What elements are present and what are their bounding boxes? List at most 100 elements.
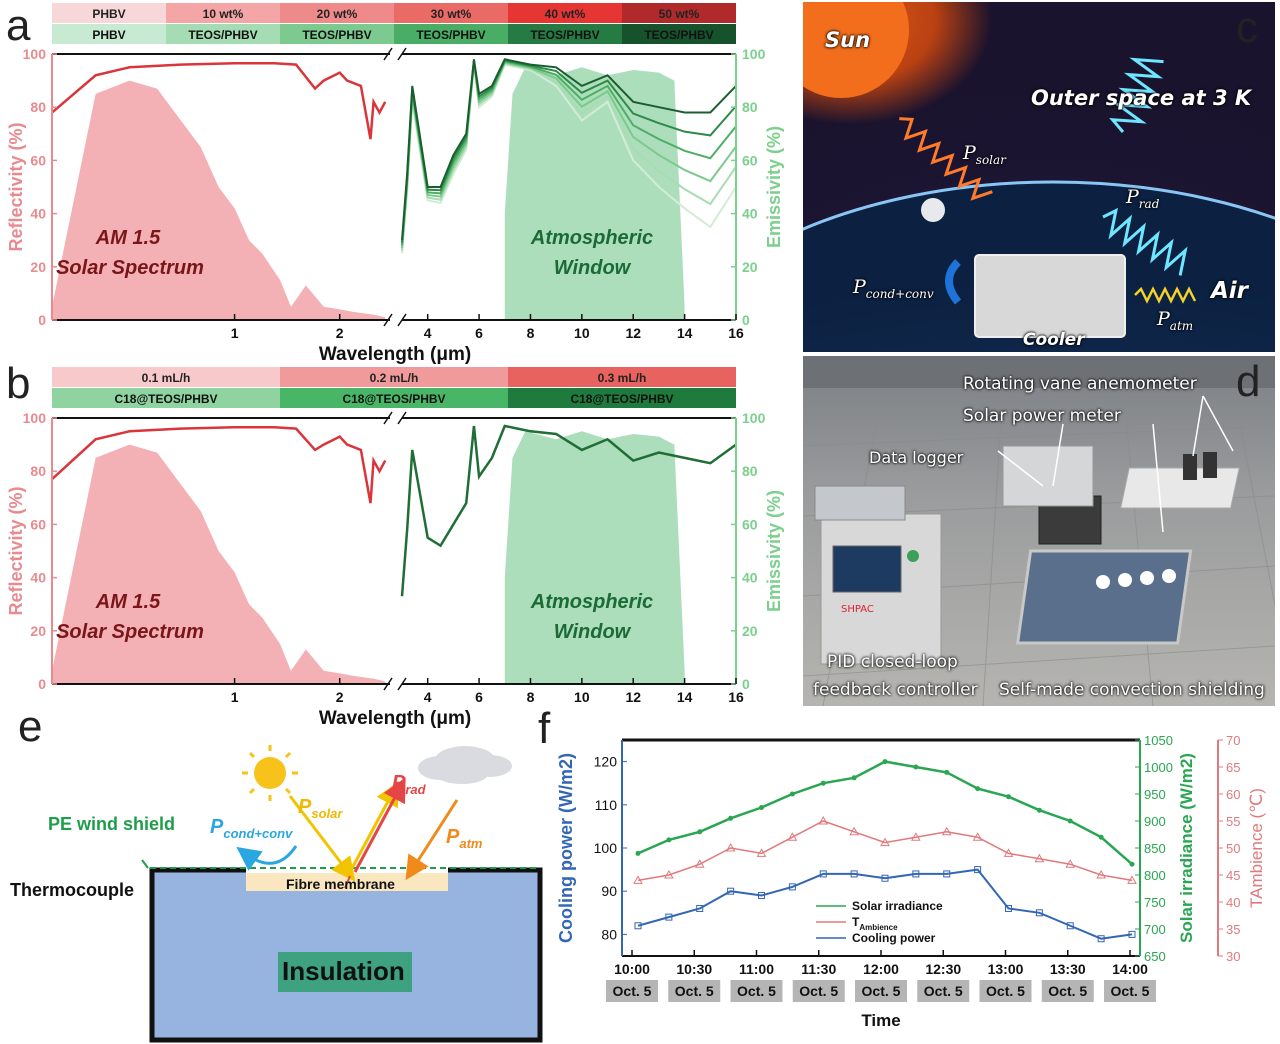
header-top-label: 0.1 mL/h — [142, 371, 191, 385]
axis-break-mark — [383, 313, 393, 327]
panel-label-b: b — [6, 359, 31, 408]
cooling-point — [788, 883, 796, 891]
xtick-label: 12 — [625, 689, 641, 705]
xtick-label: 1 — [231, 689, 239, 705]
ytick-left-label: 100 — [594, 840, 618, 856]
solar-point — [882, 759, 888, 765]
panel-e-diagram — [141, 745, 543, 1043]
am15-annotation: Solar Spectrum — [56, 621, 204, 643]
cooling-point — [634, 922, 642, 930]
window-annotation: Atmospheric — [530, 227, 653, 249]
ytick-mid-label: 1050 — [1144, 733, 1173, 748]
solar-point — [635, 850, 641, 856]
ytick-right-label: 70 — [1226, 733, 1240, 748]
sun-icon — [803, 2, 909, 98]
ytick-mid-label: 800 — [1144, 868, 1166, 883]
date-label: Oct. 5 — [675, 983, 714, 999]
ytick-right-label: 20 — [742, 259, 758, 275]
header-bottom-label: C18@TEOS/PHBV — [342, 392, 445, 406]
ambience-point — [1096, 869, 1106, 879]
ytick-left-label: 120 — [594, 754, 618, 770]
shielding-label: Self-made convection shielding — [999, 680, 1265, 700]
cloud-icon — [418, 746, 512, 784]
am15-annotation: AM 1.5 — [95, 227, 161, 249]
header-bottom-cell — [508, 388, 736, 408]
header-bottom-cell — [394, 24, 508, 44]
ytick-right-label: 65 — [1226, 760, 1240, 775]
e-p-rad-label: Prad — [392, 772, 426, 797]
ytick-left-label: 40 — [30, 570, 46, 586]
ambience-point — [1065, 859, 1076, 868]
xtick-label: 13:30 — [1050, 961, 1086, 977]
cooling-power-line — [637, 868, 1133, 940]
ytick-right-label: 0 — [742, 312, 750, 328]
date-label: Oct. 5 — [862, 983, 901, 999]
solar-point — [1006, 794, 1011, 800]
cooling-point — [974, 866, 982, 874]
ambience-point — [849, 826, 859, 836]
xtick-label: 13:00 — [988, 961, 1024, 977]
ambience-point — [880, 837, 890, 847]
ytick-right-label: 55 — [1226, 814, 1240, 829]
legend-label: Cooling power — [852, 931, 936, 945]
anemometer-device — [1183, 454, 1197, 480]
cooler-label: Cooler — [1023, 330, 1085, 350]
header-bottom-cell — [166, 24, 280, 44]
cooling-point — [1097, 935, 1105, 943]
data-logger-label: Data logger — [869, 448, 964, 467]
axis-break-mark — [383, 677, 393, 691]
ytick-left-label: 20 — [30, 623, 46, 639]
solar-point — [697, 829, 703, 835]
atmospheric-window-fill — [504, 431, 685, 684]
solar-point — [1036, 807, 1042, 813]
solar-point — [1067, 818, 1073, 824]
panel-label-e: e — [18, 702, 43, 751]
ytick-left-label: 80 — [601, 926, 617, 942]
cooling-point — [1128, 930, 1136, 938]
date-chip — [1041, 980, 1094, 1002]
solar-point — [820, 780, 826, 786]
cooling-point — [1066, 922, 1074, 930]
header-bottom-label: TEOS/PHBV — [188, 28, 257, 42]
xtick-label: 10:30 — [676, 961, 712, 977]
cooling-point — [912, 870, 920, 878]
date-label: Oct. 5 — [613, 983, 652, 999]
insulation-label: Insulation — [282, 956, 405, 986]
xtick-label: 4 — [424, 689, 432, 705]
sun-icon-e — [254, 757, 286, 789]
header-top-label: 0.3 mL/h — [598, 371, 647, 385]
ytick-left-label: 90 — [601, 883, 617, 899]
header-top-label: PHBV — [92, 7, 125, 21]
reflectivity-line — [51, 62, 387, 140]
x-axis-title: Time — [861, 1011, 900, 1030]
cooling-point — [881, 874, 889, 882]
header-top-cell — [508, 3, 622, 23]
date-chip — [606, 980, 658, 1002]
header-top-cell — [508, 367, 736, 387]
xtick-label: 16 — [728, 689, 744, 705]
xtick-label: 11:00 — [739, 961, 774, 977]
xtick-label: 1 — [231, 325, 239, 341]
panel-label-a: a — [6, 1, 31, 50]
ytick-left-label: 60 — [30, 152, 46, 168]
ytick-mid-label: 1000 — [1144, 760, 1173, 775]
emissivity-line — [401, 58, 737, 241]
xtick-label: 2 — [336, 689, 344, 705]
cooling-point — [727, 887, 735, 895]
legend-label: Solar irradiance — [852, 899, 943, 913]
e-p-atm-label: Patm — [446, 826, 483, 851]
xtick-label: 10:00 — [614, 961, 650, 977]
ambience-point — [633, 875, 643, 884]
y-axis-left-title: Reflectivity (%) — [6, 122, 26, 251]
xtick-label: 4 — [424, 325, 432, 341]
solar-point — [1129, 861, 1135, 867]
ytick-left-label: 0 — [38, 312, 46, 328]
date-label: Oct. 5 — [799, 983, 838, 999]
atmospheric-window-fill — [504, 67, 685, 320]
am15-annotation: AM 1.5 — [95, 591, 161, 613]
insulation-label-bg — [278, 952, 412, 992]
panel-d-photo: Rotating vane anemometer Solar power met… — [803, 356, 1275, 706]
e-p-solar-label: Psolar — [298, 796, 343, 821]
xtick-label: 8 — [527, 325, 535, 341]
ytick-mid-label: 700 — [1144, 922, 1166, 937]
